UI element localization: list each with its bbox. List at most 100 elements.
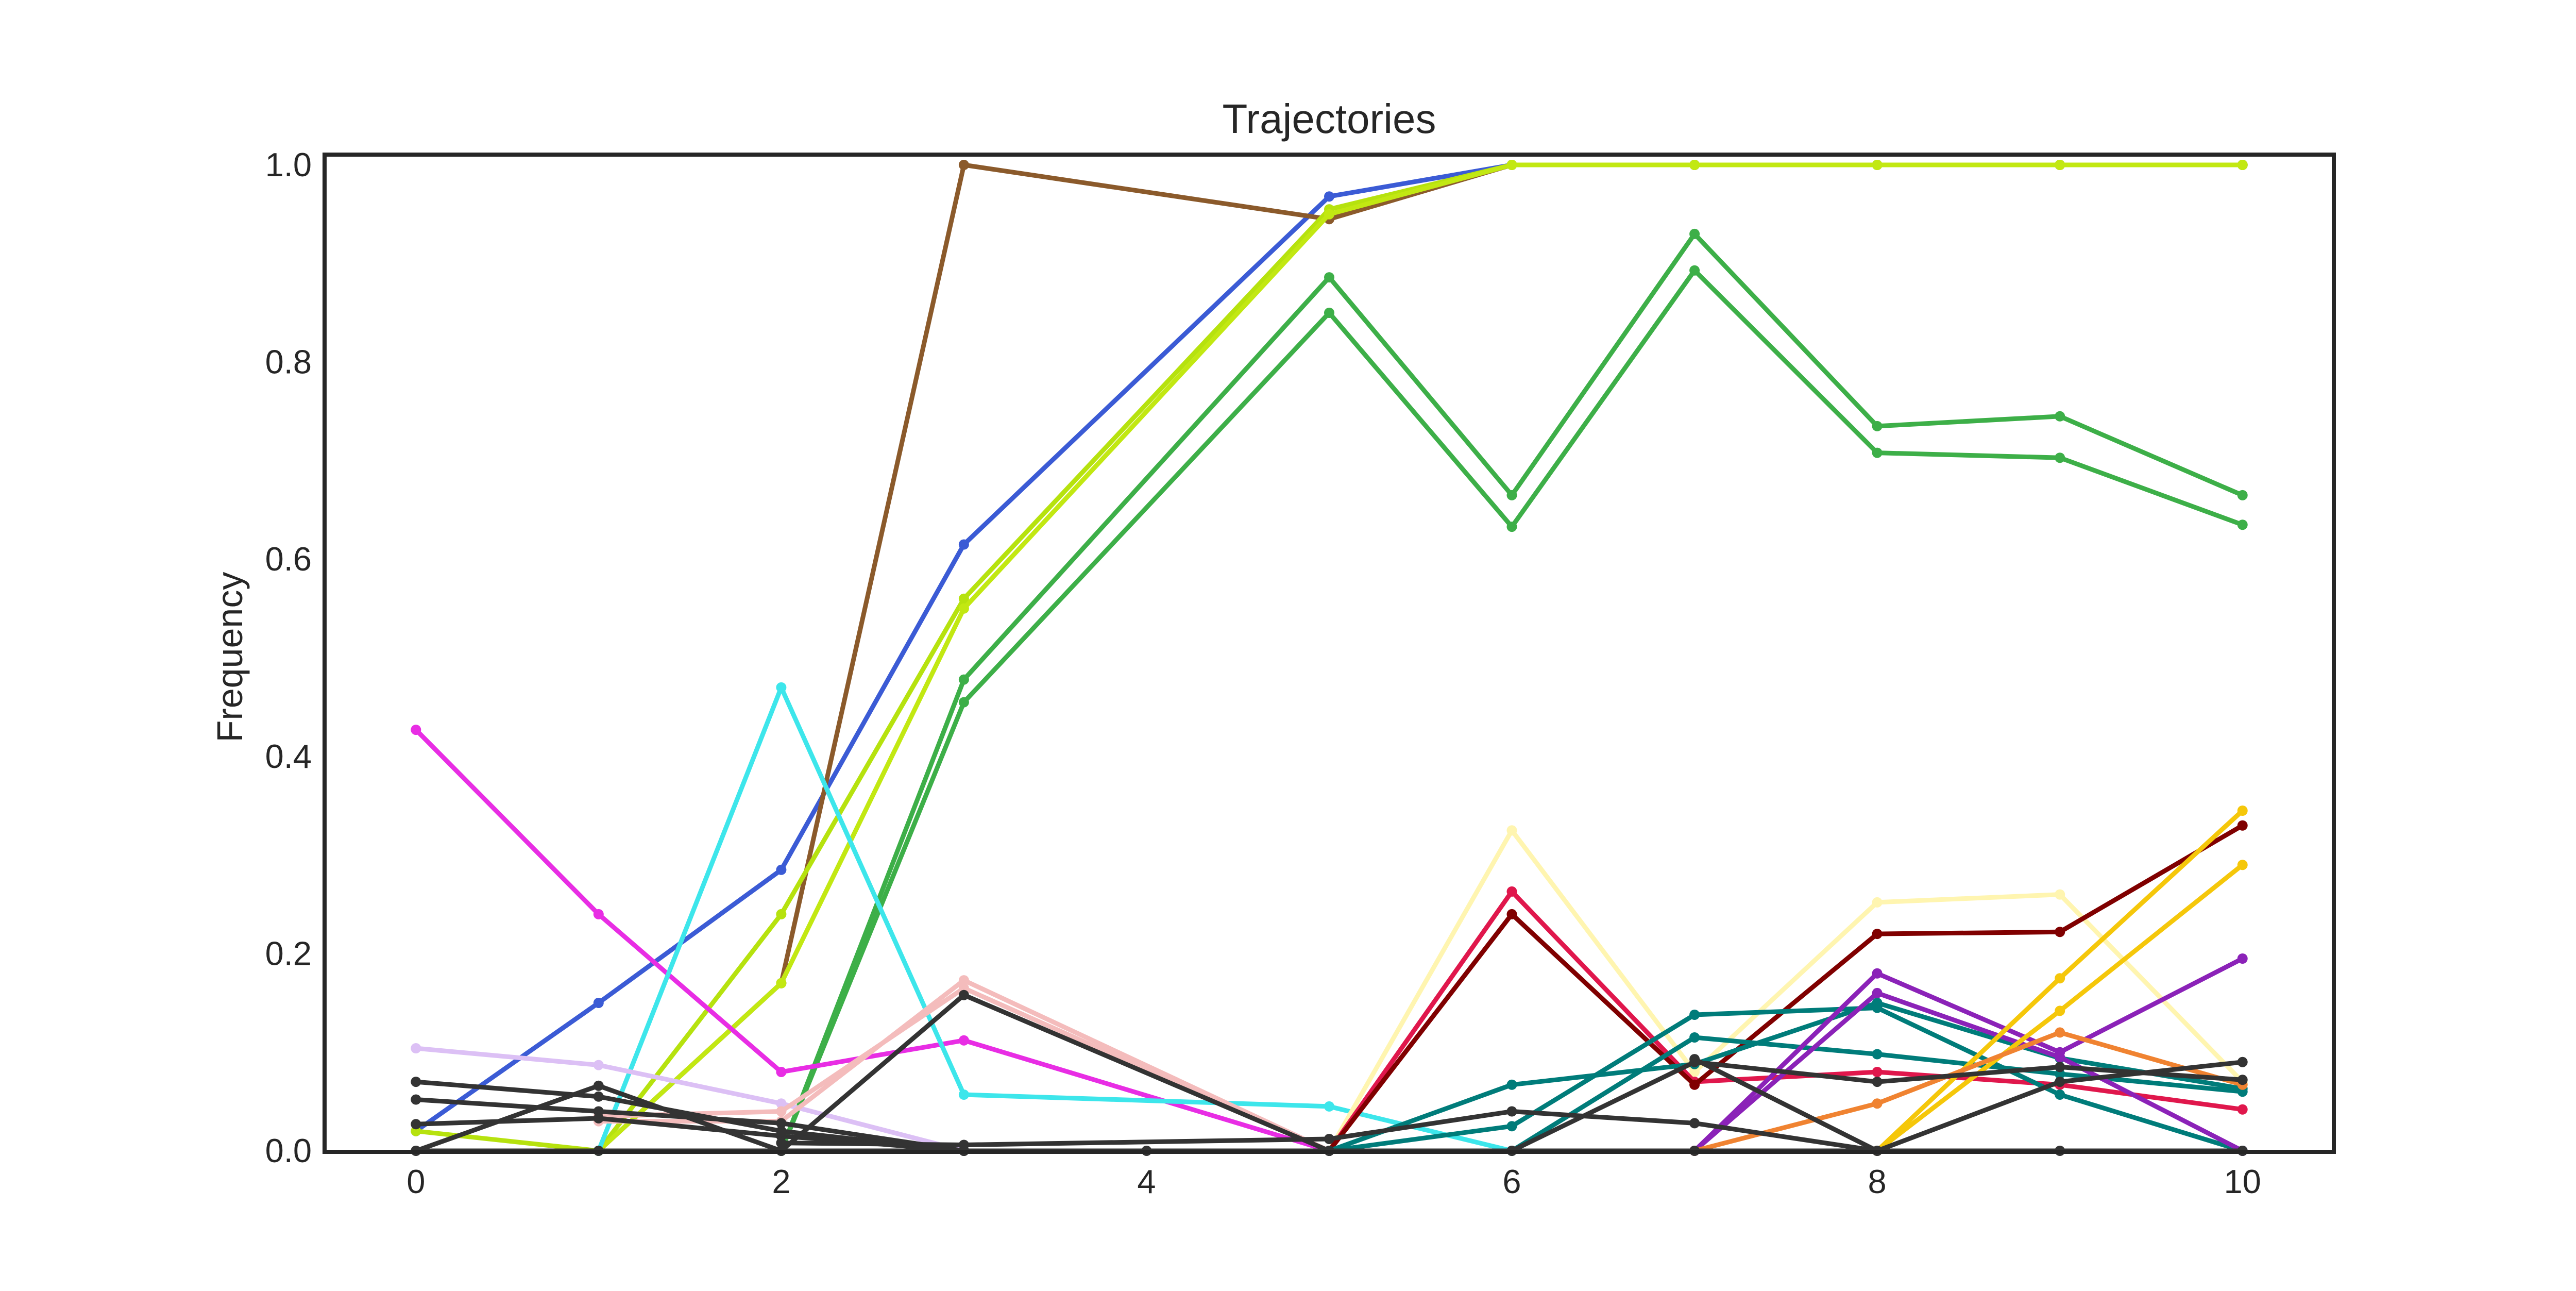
series-line — [1692, 956, 2244, 1153]
series-line — [781, 1109, 1878, 1153]
series-line — [597, 162, 2243, 1153]
data-point — [776, 682, 787, 693]
data-point — [1689, 1057, 1700, 1067]
series-26 — [411, 990, 1334, 1156]
data-point — [2237, 860, 2248, 870]
data-point — [2055, 1052, 2065, 1063]
series-line — [779, 268, 2244, 1152]
data-point — [593, 909, 604, 919]
data-point — [1506, 886, 1517, 897]
data-point — [1872, 1049, 1883, 1060]
series-13 — [1324, 886, 2248, 1156]
y-tick-label: 0.4 — [265, 737, 312, 775]
data-point — [776, 1118, 787, 1129]
data-point — [1506, 1106, 1517, 1117]
data-point — [776, 978, 787, 988]
series-9 — [411, 1043, 969, 1156]
data-point — [1506, 522, 1517, 532]
data-point — [958, 1035, 969, 1046]
data-point — [1872, 421, 1883, 431]
plot-frame — [323, 153, 2336, 1154]
data-point — [2237, 1104, 2248, 1115]
x-tick-label: 0 — [406, 1163, 425, 1200]
series-line — [415, 1079, 964, 1153]
y-tick-label: 1.0 — [265, 146, 312, 183]
series-line — [597, 162, 2243, 1153]
data-point — [776, 1098, 787, 1109]
data-point — [593, 998, 604, 1008]
series-23 — [411, 1077, 969, 1156]
x-tick-label: 10 — [2224, 1163, 2261, 1200]
data-point — [1506, 490, 1517, 500]
data-point — [1872, 1002, 1883, 1013]
data-point — [958, 975, 969, 986]
series-20 — [1872, 806, 2248, 1156]
data-point — [2055, 1089, 2065, 1100]
data-point — [2237, 1075, 2248, 1085]
data-point — [2237, 1057, 2248, 1067]
data-point — [1872, 1077, 1883, 1087]
data-point — [776, 1067, 787, 1077]
data-point — [958, 160, 969, 170]
data-point — [1872, 1098, 1883, 1109]
y-tick-label: 0.2 — [265, 934, 312, 972]
data-point — [1506, 825, 1517, 836]
series-5 — [776, 228, 2248, 1156]
data-point — [2237, 806, 2248, 816]
data-point — [1324, 1134, 1334, 1144]
y-tick-label: 0.6 — [265, 540, 312, 578]
data-point — [1506, 160, 1517, 170]
series-line — [415, 1046, 965, 1153]
data-point — [2055, 1005, 2065, 1016]
data-point — [411, 1094, 421, 1105]
data-point — [1324, 191, 1334, 202]
data-point — [411, 1077, 421, 1087]
data-point — [1324, 1101, 1334, 1112]
y-tick-label: 0.0 — [265, 1132, 312, 1169]
data-point — [1872, 929, 1883, 940]
data-point — [958, 990, 969, 1000]
data-point — [1689, 1067, 1700, 1077]
data-point — [2237, 160, 2248, 170]
data-point — [1324, 272, 1334, 283]
series-line — [1327, 828, 2244, 1152]
data-point — [1689, 265, 1700, 276]
data-point — [958, 603, 969, 614]
data-point — [958, 593, 969, 604]
ticks-layer: 0 2 4 6 8 10 0.0 0.2 0.4 0.6 0.8 1.0 — [265, 146, 2261, 1200]
series-line — [1327, 889, 2243, 1152]
data-point — [2237, 953, 2248, 964]
data-point — [776, 1106, 787, 1117]
data-point — [1689, 1010, 1700, 1020]
data-point — [593, 1091, 604, 1102]
data-point — [2055, 973, 2065, 984]
data-point — [958, 1089, 969, 1100]
data-point — [776, 864, 787, 875]
data-point — [776, 909, 787, 919]
y-axis-title: Frequency — [210, 572, 250, 743]
data-point — [1872, 160, 1883, 170]
series-line — [1693, 1030, 2243, 1153]
series-line — [779, 231, 2244, 1152]
data-point — [593, 1080, 604, 1091]
x-tick-label: 6 — [1502, 1163, 1521, 1200]
data-point — [958, 674, 969, 685]
data-point — [411, 1043, 421, 1053]
x-tick-label: 8 — [1868, 1163, 1887, 1200]
data-point — [1872, 987, 1883, 998]
data-point — [411, 725, 421, 735]
series-layer — [411, 160, 2248, 1156]
data-point — [2055, 927, 2065, 937]
data-point — [1872, 447, 1883, 458]
data-point — [958, 697, 969, 708]
data-point — [1689, 228, 1700, 239]
y-tick-label: 0.8 — [265, 343, 312, 381]
data-point — [776, 1137, 787, 1148]
data-point — [958, 539, 969, 550]
data-point — [2055, 1062, 2065, 1072]
data-point — [2237, 490, 2248, 500]
data-point — [2055, 1027, 2065, 1038]
data-point — [593, 1113, 604, 1124]
